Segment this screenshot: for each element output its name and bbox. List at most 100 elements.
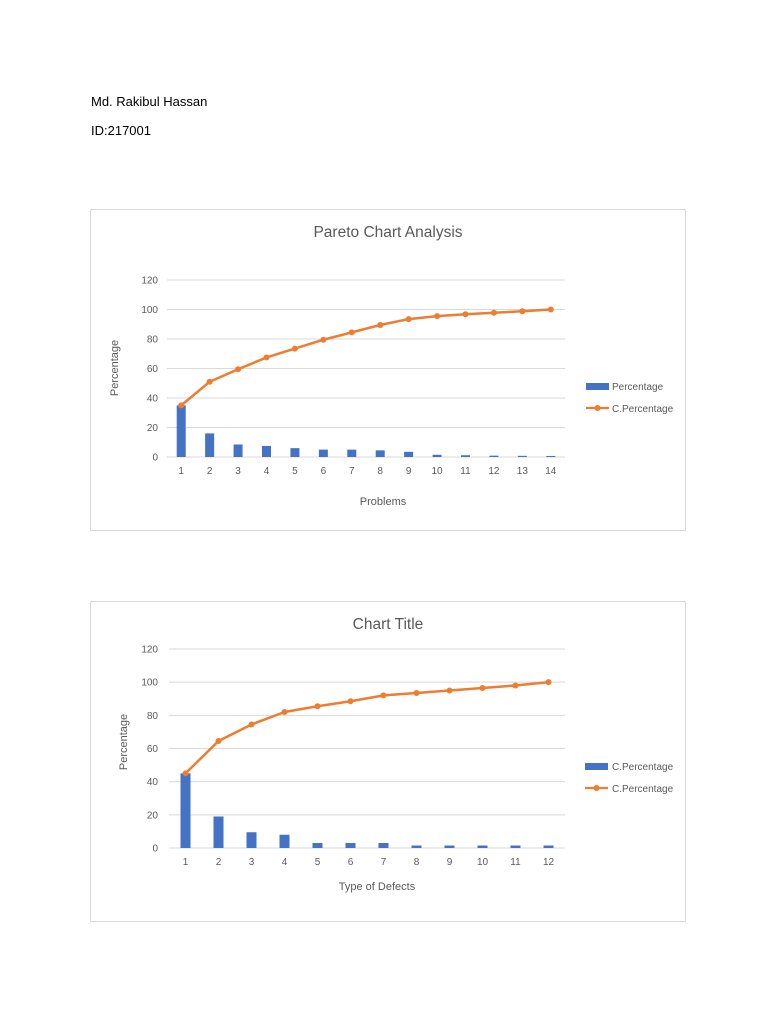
bar [180,773,191,848]
bar [461,455,470,457]
y-tick-label: 60 [147,744,159,755]
line-point [434,313,441,320]
bar [432,454,442,457]
line-point [547,306,554,313]
bar [517,455,527,457]
line-point [291,345,298,352]
y-tick-label: 100 [141,305,158,316]
x-tick-label: 6 [348,857,354,868]
line-point [519,308,526,315]
pareto-chart-1: 0 20 40 60 80 100 120 1 2 3 4 5 6 7 8 9 10 11 12 13 14 Paret… [90,209,686,531]
x-tick-label: 11 [510,857,521,868]
line-point [405,316,412,323]
bar [262,445,271,457]
bar [347,449,357,457]
chart-1-line [178,306,554,409]
chart-1-title: Pareto Chart Analysis [313,224,462,241]
legend-swatch-marker [593,785,600,791]
line-point [178,402,185,409]
y-tick-label: 60 [147,364,159,375]
line-point [248,721,255,728]
x-tick-label: 10 [477,857,489,868]
bar [489,455,499,457]
bar [404,451,414,457]
bar [345,843,356,848]
x-tick-label: 2 [207,466,213,477]
x-tick-label: 1 [178,466,184,477]
bar [213,816,224,848]
legend-swatch-bar [586,383,609,390]
legend-label-line: C.Percentage [612,784,674,795]
cumulative-line [184,680,549,775]
line-point [281,709,288,716]
line-point [413,689,420,696]
line-point [446,687,453,694]
chart-1-bars [176,405,556,457]
y-tick-label: 80 [147,711,159,722]
chart-1-legend: Percentage C.Percentage [586,382,674,415]
y-tick-label: 120 [141,645,158,656]
bar [477,845,488,848]
bar [510,845,521,848]
bar [543,845,554,848]
bar [312,843,323,848]
bar [318,449,328,457]
bar [411,845,422,848]
x-tick-label: 5 [315,857,321,868]
line-point [490,309,497,316]
y-tick-label: 40 [147,777,159,788]
bar [246,832,257,848]
bar [290,448,300,457]
x-tick-label: 9 [406,466,412,477]
line-point [348,329,355,336]
x-tick-label: 13 [517,466,529,477]
bar [546,455,556,457]
chart-2-line [182,679,552,777]
x-tick-label: 4 [264,466,270,477]
chart-1-xlabel: Problems [360,496,407,508]
bar [233,444,243,457]
x-tick-label: 8 [414,857,420,868]
x-tick-label: 9 [447,857,453,868]
y-tick-label: 120 [141,276,158,287]
legend-label-bar: C.Percentage [612,762,674,773]
bar [176,405,186,457]
author-name: Md. Rakibul Hassan [91,94,208,109]
legend-label-bar: Percentage [612,382,664,393]
line-point [263,354,270,361]
chart-2-gridlines [169,648,565,849]
x-tick-label: 4 [282,857,288,868]
chart-2-title: Chart Title [353,616,424,633]
x-tick-label: 12 [543,857,555,868]
y-tick-label: 0 [152,844,158,855]
bar [205,433,215,457]
line-point [462,311,469,318]
bar [375,450,385,457]
y-tick-label: 80 [147,335,159,346]
line-point [479,684,486,691]
line-point [347,698,354,705]
chart-2-xlabel: Type of Defects [339,881,416,893]
chart-2-ylabel: Percentage [118,714,130,770]
line-point [377,321,384,328]
y-tick-label: 100 [141,678,158,689]
bar [378,843,389,848]
x-tick-label: 11 [460,466,471,477]
chart-1-gridlines [167,279,565,458]
x-tick-label: 2 [216,857,222,868]
x-tick-label: 5 [292,466,298,477]
student-id: ID:217001 [91,123,151,138]
x-tick-label: 6 [321,466,327,477]
x-tick-label: 7 [349,466,355,477]
x-tick-label: 12 [488,466,500,477]
chart-1-ylabel: Percentage [109,340,121,396]
legend-label-line: C.Percentage [612,404,674,415]
x-tick-label: 3 [249,857,255,868]
line-point [545,679,552,686]
x-tick-label: 8 [377,466,383,477]
y-tick-label: 20 [147,423,159,434]
legend-swatch-bar [585,763,608,770]
